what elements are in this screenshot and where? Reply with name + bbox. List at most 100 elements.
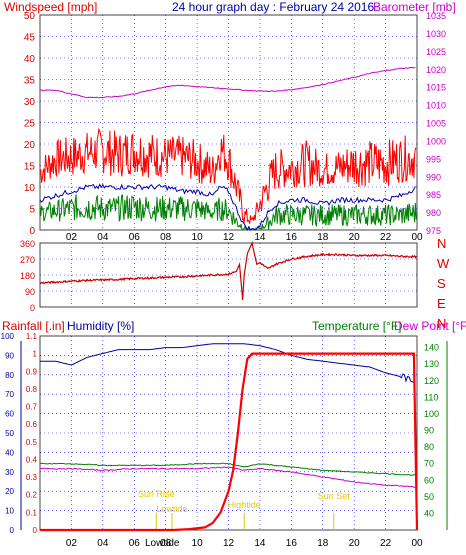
x-tick-label: 12 [223,538,235,549]
humidity-axis-title: Humidity [%] [67,319,134,333]
bottom-lowtide-label: Lowtide [145,538,180,549]
humidity-tick-label: 30 [5,468,14,477]
barometer-tick-label: 985 [426,190,441,200]
x-tick-label: 04 [97,538,109,549]
x-tick-label: 08 [160,232,172,243]
rainfall-series [40,352,419,532]
x-tick-label: 08 [160,538,172,549]
temperature-tick-label: 70 [424,459,434,469]
direction-tick-label: 0 [30,303,35,313]
humidity-tick-label: 80 [5,371,14,380]
temperature-series [39,462,416,476]
compass-label: N [437,236,446,251]
humidity-tick-label: 100 [1,332,15,341]
x-tick-label: 04 [97,232,109,243]
direction-tick-label: 180 [20,271,35,281]
windspeed-tick-label: 50 [24,11,36,22]
barometer-tick-label: 1030 [426,29,446,39]
rainfall-tick-label: 0.6 [26,420,38,429]
direction-tick-label: 360 [20,239,35,249]
rainfall-tick-label: 0.8 [26,385,38,394]
barometer-tick-label: 1020 [426,65,446,75]
humidity-axis-ticks: 0 10 20 30 40 50 60 70 80 90 100 [1,332,22,535]
temperature-tick-label: 110 [424,392,438,402]
rainfall-tick-label: 0.2 [26,491,38,500]
x-tick-label: 00 [411,232,423,243]
page-title: 24 hour graph day : February 24 2016 [172,0,374,14]
barometer-axis-title: Barometer [mb] [373,0,456,14]
x-tick-label: 22 [380,232,392,243]
rainfall-tick-label: 1.1 [26,332,38,341]
temperature-tick-label: 90 [424,426,434,436]
temperature-tick-label: 100 [424,409,439,419]
rainfall-tick-label: 0 [33,526,38,535]
windspeed-axis-ticks: 0 5 10 15 20 25 30 35 40 45 50 [24,11,36,237]
x-tick-label: 16 [286,538,298,549]
humidity-tick-label: 10 [5,507,14,516]
x-tick-label: 22 [380,538,392,549]
x-tick-label: 00 [411,538,423,549]
temperature-axis-title: Temperature [°F] [312,319,402,333]
rainfall-tick-label: 0.3 [26,473,38,482]
compass-label: S [437,276,446,291]
compass-label: E [437,296,446,311]
rainfall-tick-label: 0.1 [26,508,38,517]
rainfall-axis-ticks: 0 0.1 0.2 0.3 0.4 0.5 0.6 0.7 0.8 0.9 1 1.1 [26,332,38,535]
bottom-panel-x-ticks: 02 04 06 08 10 12 14 16 18 20 22 00 [66,538,423,549]
humidity-tick-label: 50 [5,429,14,438]
barometer-tick-label: 1000 [426,136,446,146]
wind-direction-series [39,241,417,300]
humidity-series [40,343,416,384]
wind-low-series [39,194,417,231]
bottom-panel-grid [40,336,417,530]
barometer-tick-label: 1025 [426,47,446,57]
humidity-tick-label: 90 [5,351,14,360]
windspeed-tick-label: 40 [24,54,36,65]
barometer-tick-label: 1005 [426,119,446,129]
temperature-tick-label: 140 [424,343,439,353]
bottom-series-group [39,343,419,532]
windspeed-tick-label: 45 [24,33,36,44]
temperature-tick-label: 40 [424,508,434,518]
barometer-tick-label: 990 [426,172,441,182]
rainfall-tick-label: 0.5 [26,438,38,447]
humidity-tick-label: 0 [10,526,15,535]
x-tick-label: 06 [129,232,141,243]
direction-series-group [39,241,417,300]
compass-label: W [437,256,450,271]
rainfall-tick-label: 0.9 [26,367,38,376]
rainfall-tick-label: 0.4 [26,455,38,464]
sun-event-label: Sun Rise [138,489,175,499]
temperature-tick-label: 60 [424,475,434,485]
rainfall-tick-label: 1 [33,350,38,359]
barometer-tick-label: 1035 [426,11,446,21]
temperature-tick-label: 80 [424,442,434,452]
wind-panel-x-ticks: 02 04 06 08 10 12 14 16 18 20 22 00 [66,232,423,243]
dewpoint-axis-title: Dew Point [°F] [394,319,466,333]
windspeed-tick-label: 15 [24,162,36,173]
direction-axis-ticks: 0 90 180 270 360 [20,239,35,313]
compass-label: N [437,316,446,331]
x-tick-label: 12 [223,232,235,243]
humidity-tick-label: 70 [5,390,14,399]
rainfall-axis-title: Rainfall [.in] [2,319,65,333]
wind-series-group [39,66,417,232]
temperature-tick-label: 130 [424,359,439,369]
x-tick-label: 20 [349,538,361,549]
x-tick-label: 16 [286,232,298,243]
temperature-axis-ticks: 40 50 60 70 80 90 100 110 120 130 140 [424,341,448,530]
barometer-tick-label: 1015 [426,83,446,93]
x-tick-label: 14 [254,232,266,243]
windspeed-tick-label: 30 [24,97,36,108]
humidity-tick-label: 40 [5,448,14,457]
dewpoint-series [39,466,416,488]
temperature-tick-label: 50 [424,492,434,502]
sun-event-label: Lowtide [156,504,187,514]
sun-tide-markers: Sun Rise Lowtide Hightide Sun Set [138,489,350,530]
sun-event-label: Hightide [228,500,261,510]
humidity-tick-label: 60 [5,410,14,419]
